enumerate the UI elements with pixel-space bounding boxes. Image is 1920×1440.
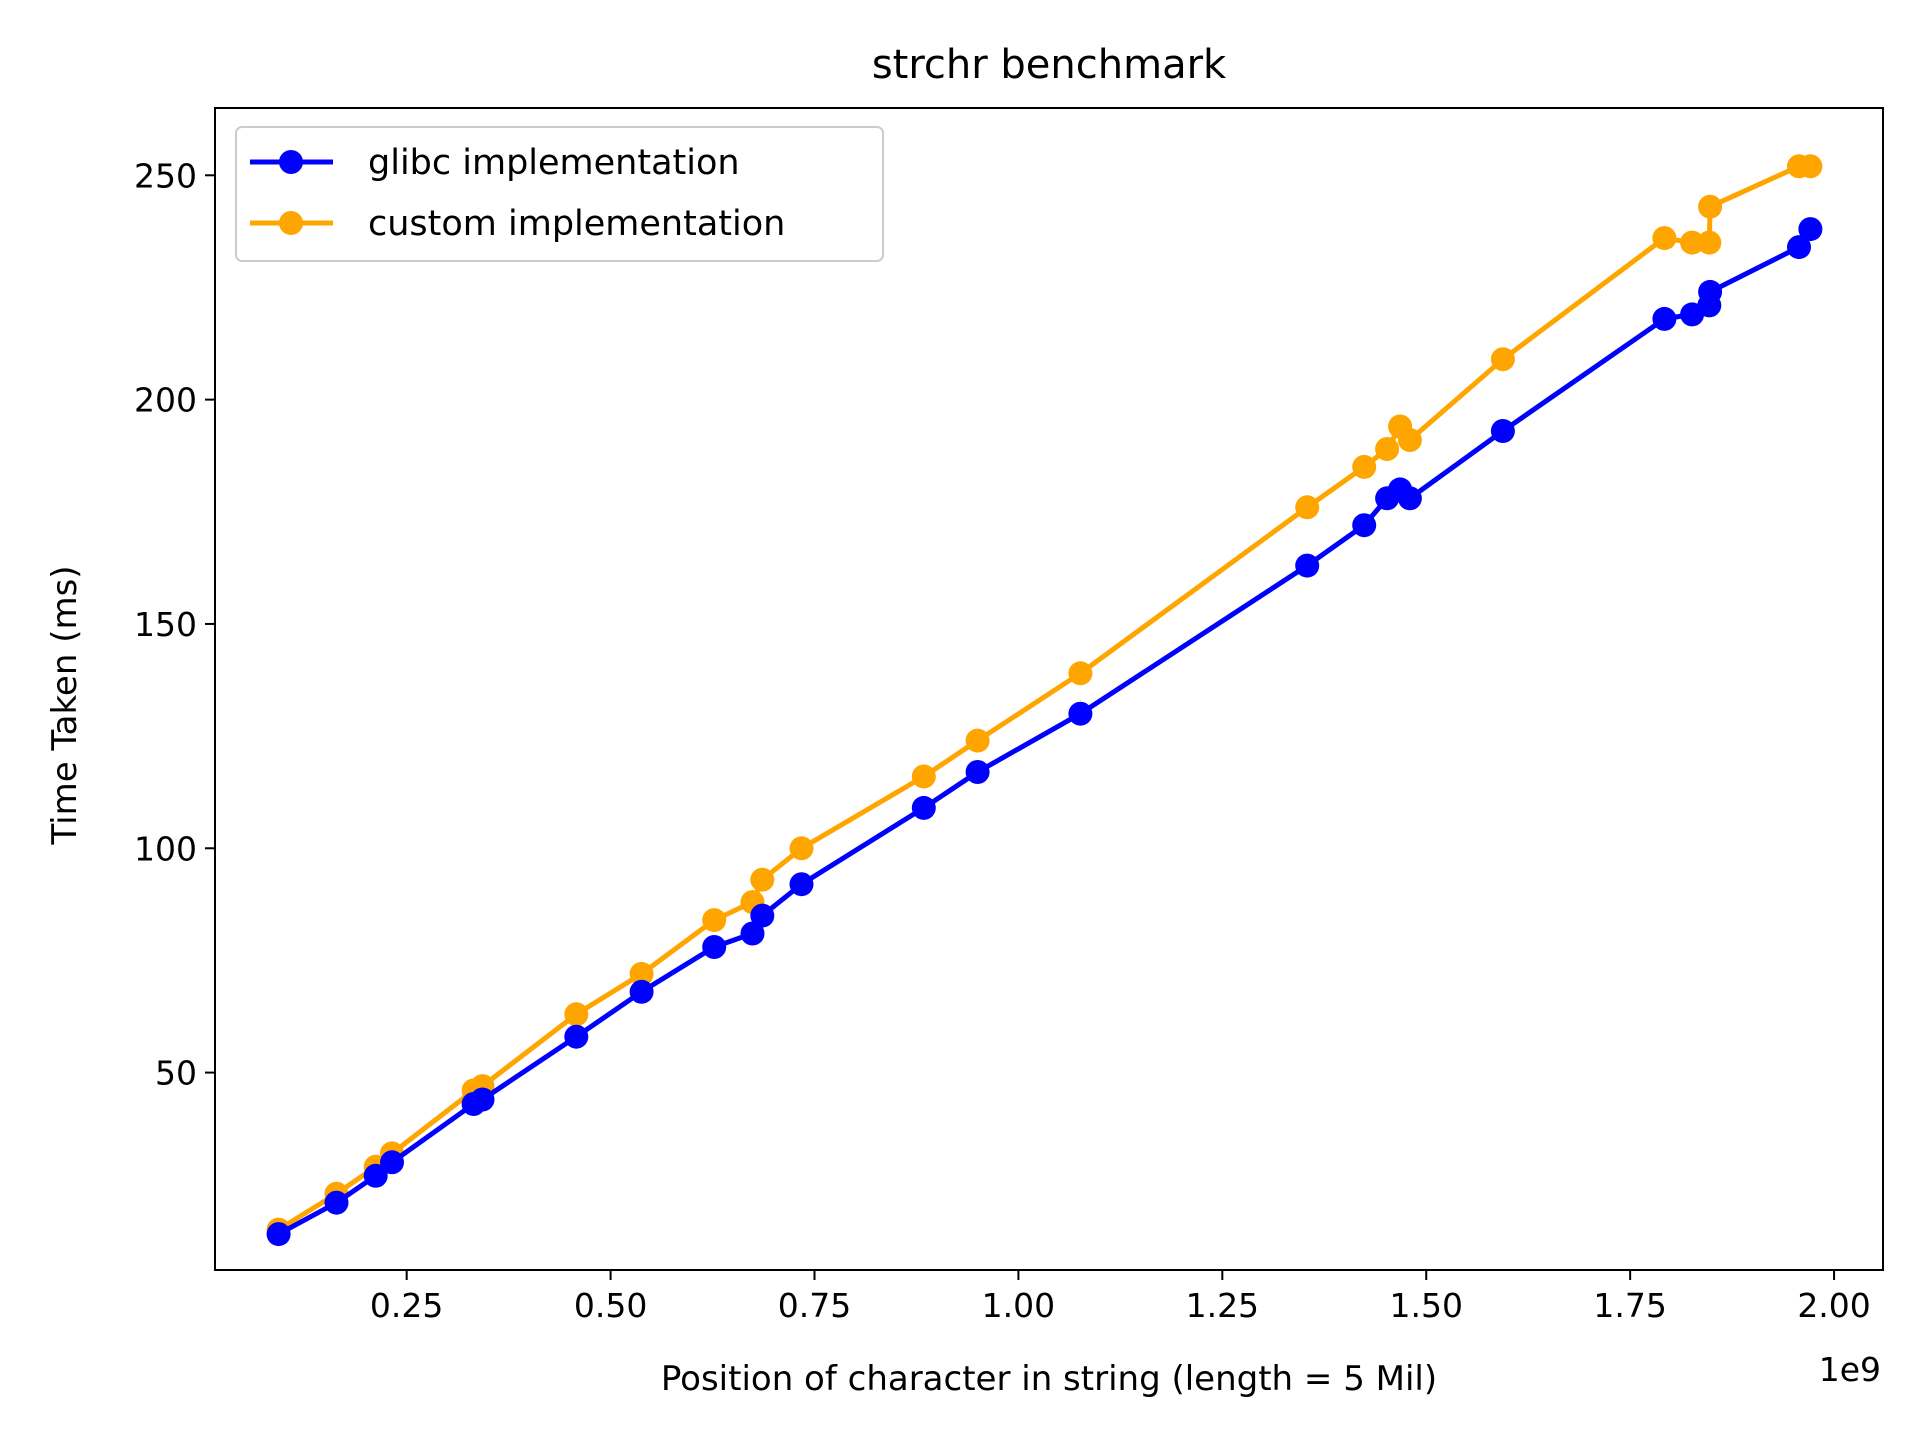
x-tick-label: 0.75 bbox=[778, 1286, 851, 1325]
data-point bbox=[363, 1163, 388, 1188]
data-point bbox=[1652, 306, 1677, 331]
x-tick-label: 2.00 bbox=[1797, 1286, 1870, 1325]
data-point bbox=[380, 1150, 404, 1175]
data-point bbox=[702, 908, 727, 933]
data-point bbox=[1068, 701, 1093, 726]
legend-swatch-marker bbox=[279, 150, 303, 174]
data-point bbox=[1680, 230, 1705, 255]
y-tick-label: 250 bbox=[134, 156, 197, 195]
data-point bbox=[1295, 495, 1320, 520]
data-point bbox=[1490, 419, 1515, 443]
plot-area bbox=[266, 154, 1823, 1247]
data-point bbox=[789, 836, 814, 861]
y-axis-label: Time Taken (ms) bbox=[45, 565, 85, 845]
data-point bbox=[470, 1087, 495, 1112]
data-point bbox=[324, 1190, 349, 1215]
x-tick-label: 1.25 bbox=[1186, 1286, 1259, 1325]
data-point bbox=[1698, 194, 1723, 219]
data-point bbox=[965, 728, 990, 753]
x-axis: 0.25 0.50 0.75 1.00 1.25 1.50 1.75 2.00 bbox=[370, 1270, 1871, 1325]
x-tick-label: 0.50 bbox=[574, 1286, 647, 1325]
data-point bbox=[911, 795, 936, 820]
data-point bbox=[1375, 437, 1400, 461]
series-glibc bbox=[266, 217, 1823, 1247]
x-tick-label: 1.75 bbox=[1593, 1286, 1666, 1325]
data-point bbox=[629, 979, 654, 1004]
axes-frame bbox=[214, 107, 1884, 1271]
data-point bbox=[1697, 230, 1722, 255]
data-point bbox=[750, 867, 775, 892]
chart-title: strchr benchmark bbox=[872, 42, 1227, 88]
data-point bbox=[1397, 428, 1422, 452]
y-tick-label: 200 bbox=[134, 381, 197, 420]
data-point bbox=[911, 764, 936, 789]
legend: glibc implementation custom implementatio… bbox=[235, 126, 884, 262]
data-point bbox=[1798, 217, 1823, 242]
data-point bbox=[965, 760, 990, 784]
data-point bbox=[1490, 347, 1515, 372]
legend-label: glibc implementation bbox=[368, 143, 740, 183]
data-point bbox=[1652, 226, 1677, 251]
legend-swatch-marker bbox=[279, 211, 303, 235]
data-point bbox=[1352, 454, 1377, 479]
data-point bbox=[1698, 279, 1723, 304]
data-point bbox=[1068, 661, 1093, 686]
data-point bbox=[1295, 553, 1320, 578]
data-point bbox=[1352, 513, 1377, 538]
data-point bbox=[789, 872, 814, 897]
x-axis-label: Position of character in string (length … bbox=[661, 1359, 1437, 1399]
data-point bbox=[740, 921, 765, 946]
data-point bbox=[1787, 235, 1811, 260]
data-point bbox=[629, 961, 654, 986]
legend-item: glibc implementation bbox=[250, 143, 740, 183]
x-tick-label: 1.50 bbox=[1389, 1286, 1462, 1325]
data-point bbox=[266, 1222, 291, 1247]
y-tick-label: 150 bbox=[134, 605, 197, 644]
legend-item: custom implementation bbox=[250, 204, 785, 244]
x-tick-label: 0.25 bbox=[370, 1286, 443, 1325]
data-point bbox=[702, 935, 727, 959]
data-point bbox=[1397, 486, 1422, 511]
y-axis: 50 100 150 200 250 bbox=[134, 156, 215, 1093]
legend-label: custom implementation bbox=[368, 204, 785, 244]
data-point bbox=[750, 903, 775, 928]
data-point bbox=[1798, 154, 1823, 179]
x-tick-label: 1.00 bbox=[982, 1286, 1055, 1325]
y-tick-label: 50 bbox=[155, 1054, 197, 1093]
data-point bbox=[564, 1002, 589, 1027]
x-axis-offset-label: 1e9 bbox=[1819, 1350, 1881, 1389]
data-point bbox=[564, 1024, 589, 1049]
y-tick-label: 100 bbox=[134, 829, 197, 868]
legend-box bbox=[235, 126, 884, 262]
